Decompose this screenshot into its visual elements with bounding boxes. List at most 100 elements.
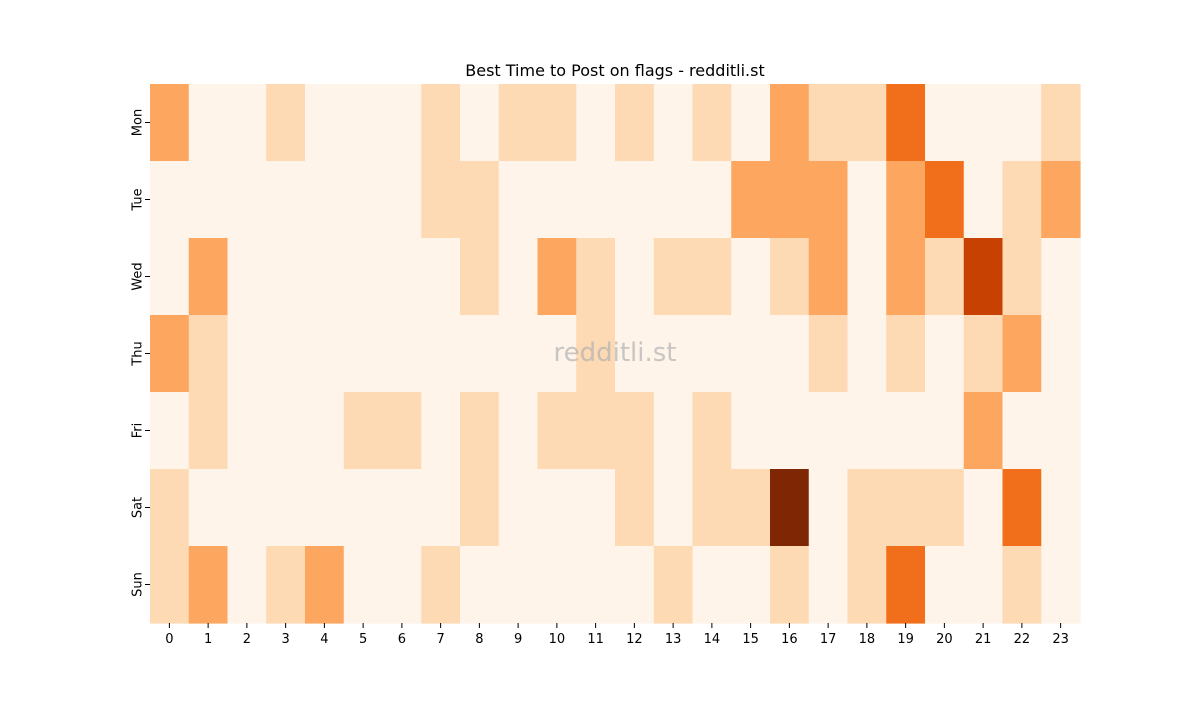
heatmap-cell-sun-9 xyxy=(498,546,539,624)
heatmap-cell-sun-2 xyxy=(227,546,267,624)
heatmap-cell-sat-1 xyxy=(188,469,229,547)
heatmap-cell-fri-19 xyxy=(886,392,926,470)
x-tick-label: 8 xyxy=(475,632,483,647)
heatmap-cell-mon-3 xyxy=(266,84,306,162)
chart-title: Best Time to Post on flags - redditli.st xyxy=(465,61,765,80)
heatmap-cell-fri-7 xyxy=(421,392,461,470)
heatmap-cell-mon-10 xyxy=(537,84,577,162)
x-tick-label: 22 xyxy=(1014,632,1031,647)
heatmap-cell-sat-0 xyxy=(150,469,190,547)
heatmap-cell-wed-22 xyxy=(1002,238,1042,316)
heatmap-cell-tue-9 xyxy=(498,161,539,239)
heatmap-cell-thu-5 xyxy=(343,315,384,393)
heatmap-cell-mon-21 xyxy=(963,84,1004,162)
heatmap-cell-mon-18 xyxy=(847,84,887,162)
x-tick-label: 13 xyxy=(665,632,682,647)
x-tick-label: 14 xyxy=(704,632,721,647)
heatmap-cell-tue-15 xyxy=(731,161,771,239)
heatmap-cells xyxy=(150,84,1081,624)
heatmap-cell-mon-0 xyxy=(150,84,190,162)
heatmap-cell-sat-18 xyxy=(847,469,887,547)
heatmap-cell-thu-23 xyxy=(1041,315,1081,393)
y-tick-label: Tue xyxy=(131,188,146,211)
y-tick-label: Wed xyxy=(131,262,146,290)
heatmap-cell-mon-7 xyxy=(421,84,461,162)
heatmap-cell-wed-18 xyxy=(847,238,887,316)
x-axis-ticks: 0 1 2 3 4 5 6 7 8 9 10 11 12 13 14 15 16 17 18 19 20 21 22 23 xyxy=(165,623,1069,647)
heatmap-cell-mon-14 xyxy=(692,84,732,162)
heatmap-cell-fri-5 xyxy=(343,392,384,470)
heatmap-cell-tue-19 xyxy=(886,161,926,239)
x-tick-label: 6 xyxy=(398,632,406,647)
heatmap-cell-wed-15 xyxy=(731,238,771,316)
x-tick-label: 23 xyxy=(1052,632,1069,647)
heatmap-cell-tue-7 xyxy=(421,161,461,239)
heatmap-cell-mon-6 xyxy=(382,84,422,162)
heatmap-cell-wed-3 xyxy=(266,238,306,316)
y-tick-label: Fri xyxy=(131,423,146,439)
heatmap-cell-mon-19 xyxy=(886,84,926,162)
heatmap-cell-thu-10 xyxy=(537,315,577,393)
heatmap-cell-sun-16 xyxy=(770,546,810,624)
heatmap-cell-thu-12 xyxy=(615,315,655,393)
heatmap-cell-mon-1 xyxy=(188,84,229,162)
heatmap-cell-wed-16 xyxy=(770,238,810,316)
heatmap-cell-fri-21 xyxy=(963,392,1004,470)
heatmap-cell-mon-15 xyxy=(731,84,771,162)
heatmap-cell-thu-15 xyxy=(731,315,771,393)
heatmap-cell-sat-11 xyxy=(576,469,616,547)
heatmap-cell-fri-4 xyxy=(305,392,345,470)
x-tick-label: 7 xyxy=(436,632,444,647)
heatmap-cell-tue-20 xyxy=(925,161,965,239)
heatmap-cell-sun-19 xyxy=(886,546,926,624)
heatmap-cell-wed-2 xyxy=(227,238,267,316)
heatmap-cell-thu-4 xyxy=(305,315,345,393)
heatmap-cell-sat-15 xyxy=(731,469,771,547)
heatmap-cell-fri-20 xyxy=(925,392,965,470)
heatmap-cell-sun-14 xyxy=(692,546,732,624)
heatmap-cell-sat-12 xyxy=(615,469,655,547)
x-tick-label: 20 xyxy=(936,632,953,647)
heatmap-cell-thu-7 xyxy=(421,315,461,393)
heatmap-cell-mon-2 xyxy=(227,84,267,162)
x-tick-label: 10 xyxy=(549,632,566,647)
heatmap-cell-wed-7 xyxy=(421,238,461,316)
heatmap-cell-tue-12 xyxy=(615,161,655,239)
heatmap-cell-tue-11 xyxy=(576,161,616,239)
heatmap-cell-wed-17 xyxy=(808,238,849,316)
heatmap-cell-sun-0 xyxy=(150,546,190,624)
heatmap-cell-wed-1 xyxy=(188,238,229,316)
heatmap-cell-thu-21 xyxy=(963,315,1004,393)
heatmap-cell-mon-11 xyxy=(576,84,616,162)
x-tick-label: 1 xyxy=(204,632,212,647)
heatmap-cell-thu-8 xyxy=(460,315,500,393)
heatmap-cell-tue-3 xyxy=(266,161,306,239)
heatmap-cell-tue-6 xyxy=(382,161,422,239)
heatmap-cell-wed-23 xyxy=(1041,238,1081,316)
heatmap-cell-sun-1 xyxy=(188,546,229,624)
heatmap-cell-sun-4 xyxy=(305,546,345,624)
heatmap-cell-fri-17 xyxy=(808,392,849,470)
heatmap-cell-sun-6 xyxy=(382,546,422,624)
x-tick-label: 4 xyxy=(320,632,328,647)
heatmap-cell-thu-1 xyxy=(188,315,229,393)
heatmap-cell-wed-11 xyxy=(576,238,616,316)
x-tick-label: 0 xyxy=(165,632,173,647)
y-tick-label: Sat xyxy=(131,497,146,518)
x-tick-label: 3 xyxy=(281,632,289,647)
heatmap-cell-mon-12 xyxy=(615,84,655,162)
heatmap-cell-wed-13 xyxy=(653,238,694,316)
heatmap-cell-sat-9 xyxy=(498,469,539,547)
heatmap-cell-sat-8 xyxy=(460,469,500,547)
heatmap-cell-mon-17 xyxy=(808,84,849,162)
heatmap-cell-sun-12 xyxy=(615,546,655,624)
heatmap-cell-sat-10 xyxy=(537,469,577,547)
heatmap-cell-fri-14 xyxy=(692,392,732,470)
heatmap-cell-mon-22 xyxy=(1002,84,1042,162)
heatmap-cell-sat-3 xyxy=(266,469,306,547)
heatmap-cell-wed-10 xyxy=(537,238,577,316)
heatmap-cell-tue-0 xyxy=(150,161,190,239)
heatmap-cell-sat-4 xyxy=(305,469,345,547)
heatmap-cell-tue-18 xyxy=(847,161,887,239)
